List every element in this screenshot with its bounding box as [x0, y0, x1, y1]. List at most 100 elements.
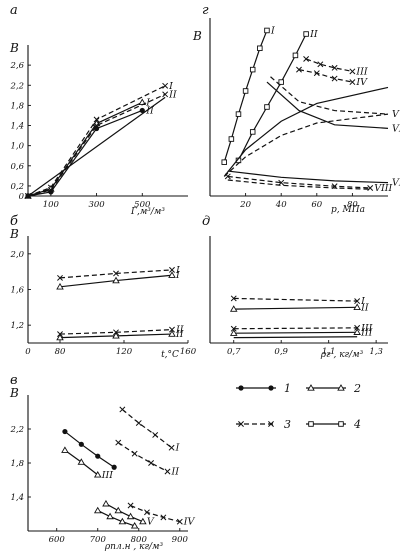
data-point: [228, 136, 235, 142]
series-line: [233, 306, 358, 310]
x-tick-label: 80: [55, 347, 66, 357]
data-point: [160, 514, 167, 521]
series-label: IV: [355, 77, 368, 88]
x-tick-label: 120: [116, 347, 133, 357]
y-tick-label: 1,6: [10, 286, 24, 296]
data-point: [168, 330, 176, 337]
series-III: [61, 446, 102, 478]
legend-item-3: [236, 421, 276, 427]
y-tick-label: 1,8: [10, 459, 24, 469]
data-point: [331, 75, 338, 82]
series-line: [105, 503, 144, 523]
series-unnamed: [233, 336, 358, 339]
data-point: [354, 324, 361, 331]
x-axis-label: ρпл.н , кг/м³: [104, 542, 164, 552]
data-point: [77, 458, 86, 465]
series-II: [235, 31, 309, 164]
legend-marker: [337, 384, 345, 391]
series-label: I: [168, 81, 173, 92]
series-label: VIII: [374, 183, 392, 194]
series-II: [25, 107, 145, 199]
data-point: [102, 499, 110, 507]
panel-label: а: [10, 3, 18, 18]
data-point: [118, 517, 127, 525]
series-label: III: [101, 470, 114, 481]
data-point: [93, 506, 102, 514]
y-tick-label: 2,2: [9, 81, 24, 91]
data-point: [292, 52, 299, 59]
data-point: [367, 185, 374, 191]
x-axis-label: t,°C: [161, 350, 179, 360]
x-tick-label: 0,7: [227, 347, 241, 357]
series-line: [233, 336, 358, 339]
x-tick-label: 0: [25, 347, 31, 357]
y-tick-label: 1,0: [10, 142, 24, 152]
series-label: III: [360, 323, 373, 334]
y-axis-label: В: [9, 386, 19, 400]
x-axis-label: ρг , кг/м³: [320, 350, 364, 360]
series-label: I: [145, 97, 150, 108]
data-point: [135, 420, 142, 427]
legend-item-1: [236, 385, 276, 391]
legend-marker: [308, 421, 314, 427]
legend-number: 1: [284, 382, 291, 395]
series-V: [102, 499, 147, 525]
series-line: [27, 101, 143, 197]
legend-marker: [338, 421, 344, 427]
data-point: [152, 431, 159, 438]
y-tick-label: 1,4: [10, 122, 24, 132]
x-tick-label: 100: [43, 200, 60, 210]
series-label: II: [175, 325, 184, 336]
series-line: [233, 327, 358, 330]
series-line: [27, 109, 143, 197]
legend-marker: [268, 421, 274, 427]
panel-label: д: [202, 214, 210, 229]
data-point: [264, 27, 270, 34]
data-point: [57, 274, 63, 281]
data-point: [168, 271, 176, 278]
data-point: [113, 270, 119, 277]
series-I: [230, 295, 361, 305]
data-point: [169, 266, 175, 273]
series-unnamed: [27, 96, 166, 197]
text-layer: 100 300 50000,20,61,01,41,82,22,6IIIIIIаВГ…: [9, 3, 400, 552]
data-point: [164, 468, 171, 475]
data-point: [249, 66, 256, 73]
y-tick-label: 2,6: [9, 61, 24, 71]
y-tick-label: 1,4: [10, 493, 24, 503]
y-tick-label: 0,2: [10, 182, 24, 192]
series-II: [229, 303, 361, 312]
series-label: VI: [392, 123, 400, 134]
series-line: [266, 81, 389, 129]
series-I: [24, 98, 147, 199]
series-line: [223, 113, 389, 177]
legend-marker: [268, 385, 274, 391]
series-label: II: [309, 29, 318, 40]
data-point: [221, 159, 227, 165]
series-line: [97, 510, 135, 527]
data-point: [131, 450, 138, 457]
legend-item-2: [306, 384, 346, 391]
series-line: [305, 58, 353, 72]
data-point: [95, 453, 101, 459]
x-tick-label: 20: [239, 200, 251, 210]
series-label: I: [175, 270, 180, 281]
data-point: [303, 31, 309, 37]
x-tick-label: 600: [49, 535, 66, 545]
series-VII: [227, 170, 389, 184]
data-point: [93, 470, 102, 478]
data-point: [349, 79, 356, 86]
series-line: [227, 170, 389, 184]
series-line: [64, 431, 115, 468]
series-label: III: [360, 327, 373, 338]
series-I: [221, 27, 270, 165]
x-tick-label: 800: [131, 535, 148, 545]
data-point: [230, 295, 237, 302]
data-point: [139, 517, 147, 525]
series-line: [121, 408, 172, 449]
series-label: IV: [183, 517, 196, 528]
x-tick-label: 1,1: [322, 347, 336, 357]
data-point: [353, 303, 361, 310]
data-point: [62, 428, 68, 435]
